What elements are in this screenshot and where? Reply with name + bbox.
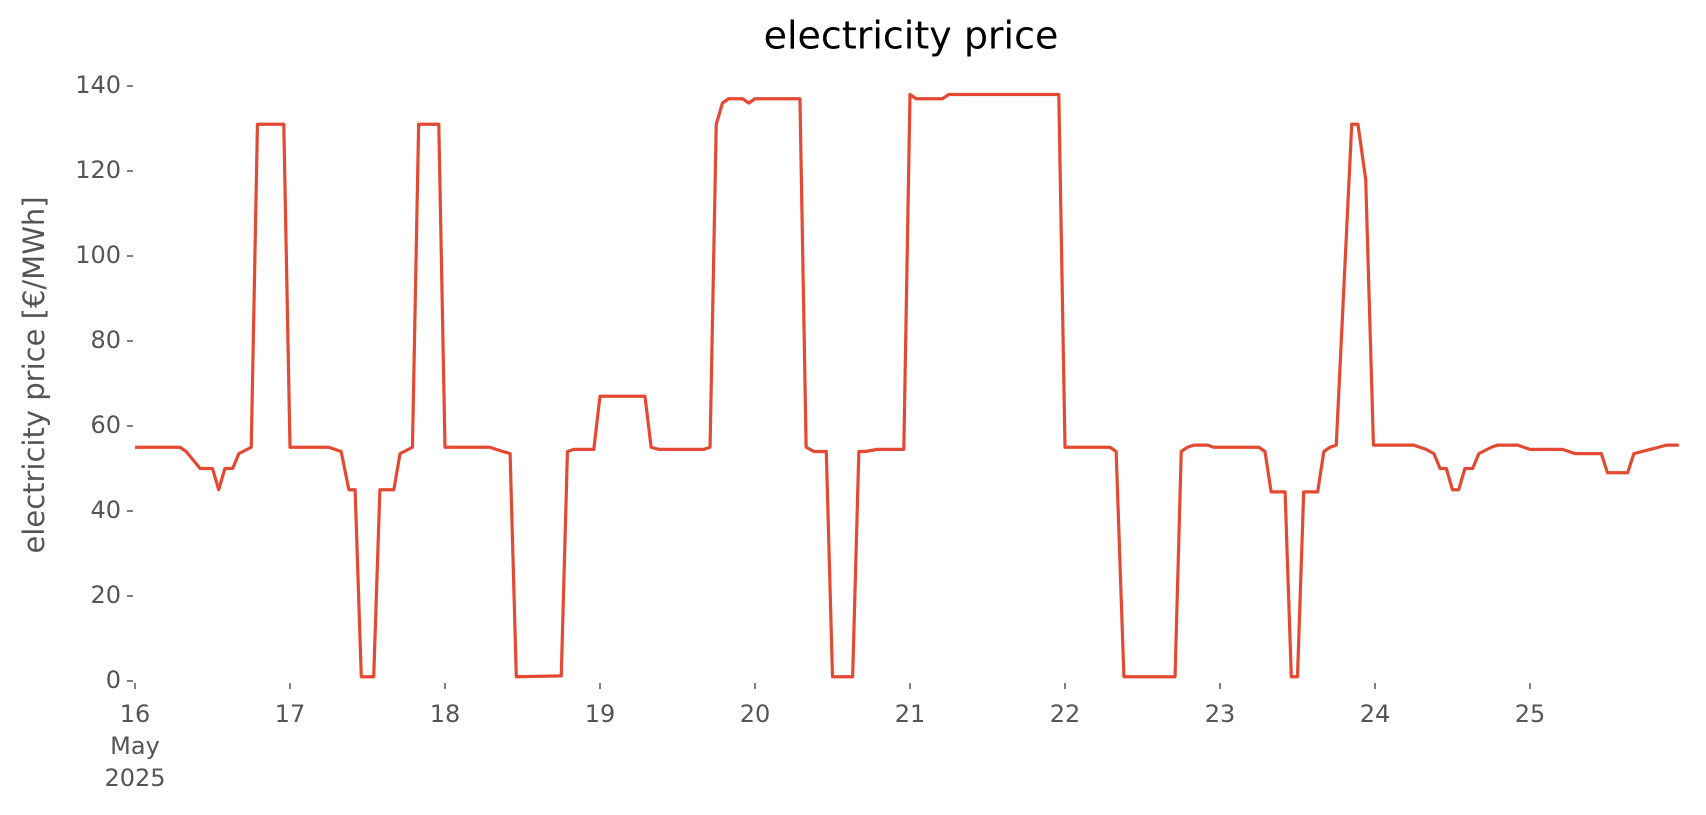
y-tick-label: 140 — [75, 71, 121, 99]
x-tick-label: 21 — [894, 700, 926, 728]
y-axis-label: electricity price [€/MWh] — [17, 196, 51, 553]
x-tick-label: 24 — [1359, 700, 1391, 728]
y-tick-label: 60 — [90, 411, 121, 439]
x-tick-label: 17 — [274, 700, 306, 728]
y-tick-label: 100 — [75, 241, 121, 269]
x-tick-label: 20 — [739, 700, 771, 728]
y-tick-label: 80 — [90, 326, 121, 354]
y-tick-label: 20 — [90, 581, 121, 609]
y-tick-label: 120 — [75, 156, 121, 184]
x-tick-label: 19 — [584, 700, 616, 728]
x-tick-label: 23 — [1204, 700, 1236, 728]
price-line — [135, 92, 1679, 679]
chart-title: electricity price — [764, 14, 1059, 58]
x-tick-label: 22 — [1049, 700, 1081, 728]
x-tick-label: 18 — [429, 700, 461, 728]
y-tick-label: 40 — [90, 496, 121, 524]
x-tick-label: 25 — [1514, 700, 1546, 728]
y-tick-label: 0 — [106, 666, 121, 694]
x-tick-label: 16 May 2025 — [104, 700, 166, 792]
